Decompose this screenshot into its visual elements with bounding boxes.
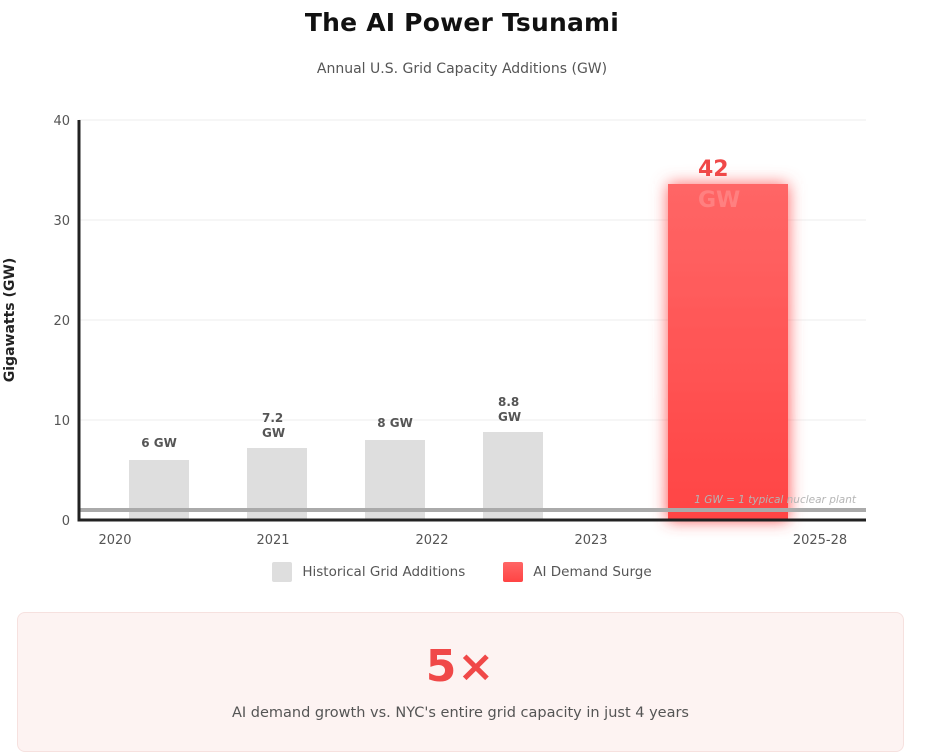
data-label: 6 GW <box>141 436 177 450</box>
x-tick-label: 2021 <box>256 533 289 548</box>
bar-historical <box>483 432 543 520</box>
y-tick-label: 20 <box>53 314 70 329</box>
legend-swatch-ai <box>503 562 524 582</box>
legend-label-ai: AI Demand Surge <box>533 564 652 580</box>
y-tick-label: 10 <box>53 414 70 429</box>
x-tick-label: 2020 <box>98 533 131 548</box>
chart-legend: Historical Grid Additions AI Demand Surg… <box>0 562 924 582</box>
legend-item-ai: AI Demand Surge <box>503 562 652 582</box>
x-tick-label: 2025-28 <box>793 533 847 548</box>
legend-item-historical: Historical Grid Additions <box>272 562 465 582</box>
stat-card: 5× AI demand growth vs. NYC's entire gri… <box>17 612 904 752</box>
bar-chart: 1 GW = 1 typical nuclear plant 0 10 20 30 40… <box>2 114 866 548</box>
x-tick-label: 2023 <box>574 533 607 548</box>
legend-label-historical: Historical Grid Additions <box>302 564 466 580</box>
data-label: 8 GW <box>377 416 413 430</box>
bar-historical <box>365 440 425 520</box>
x-tick-label: 2022 <box>415 533 448 548</box>
bar-ai-demand <box>668 184 788 520</box>
y-axis-label: Gigawatts (GW) <box>2 258 18 382</box>
y-tick-label: 40 <box>53 114 70 129</box>
data-label: 7.2 GW <box>262 411 285 440</box>
data-label: 42 GW <box>698 157 740 213</box>
data-label: 8.8 GW <box>498 395 521 424</box>
y-tick-label: 0 <box>62 514 70 529</box>
reference-line-label: 1 GW = 1 typical nuclear plant <box>694 494 857 506</box>
stat-caption: AI demand growth vs. NYC's entire grid c… <box>231 705 689 721</box>
chart-subtitle: Annual U.S. Grid Capacity Additions (GW) <box>316 61 608 77</box>
chart-title: The AI Power Tsunami <box>304 8 620 37</box>
y-tick-label: 30 <box>53 214 70 229</box>
stat-value: 5× <box>425 641 496 692</box>
legend-swatch-historical <box>272 562 293 582</box>
